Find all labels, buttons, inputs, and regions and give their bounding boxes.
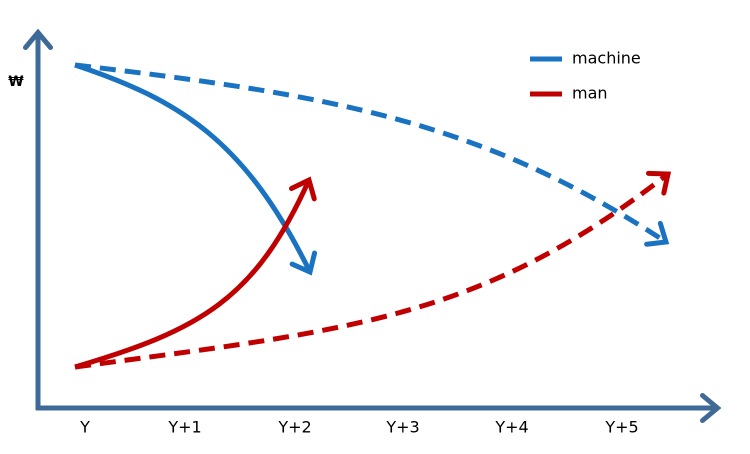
man-solid-curve [74, 176, 317, 370]
x-label: Y [79, 418, 90, 437]
machine-dashed-curve [74, 62, 670, 247]
y-axis-label: ₩ [8, 74, 24, 90]
x-label: Y+2 [277, 418, 311, 437]
x-label: Y+4 [494, 418, 528, 437]
man-dashed-curve [74, 170, 672, 370]
x-label: Y+1 [167, 418, 201, 437]
x-label: Y+5 [604, 418, 638, 437]
legend-label: machine [572, 49, 641, 68]
x-label: Y+3 [385, 418, 419, 437]
legend-label: man [572, 84, 608, 103]
x-labels: Y Y+1 Y+2 Y+3 Y+4 Y+5 [79, 418, 639, 437]
legend: machine man [530, 49, 641, 103]
